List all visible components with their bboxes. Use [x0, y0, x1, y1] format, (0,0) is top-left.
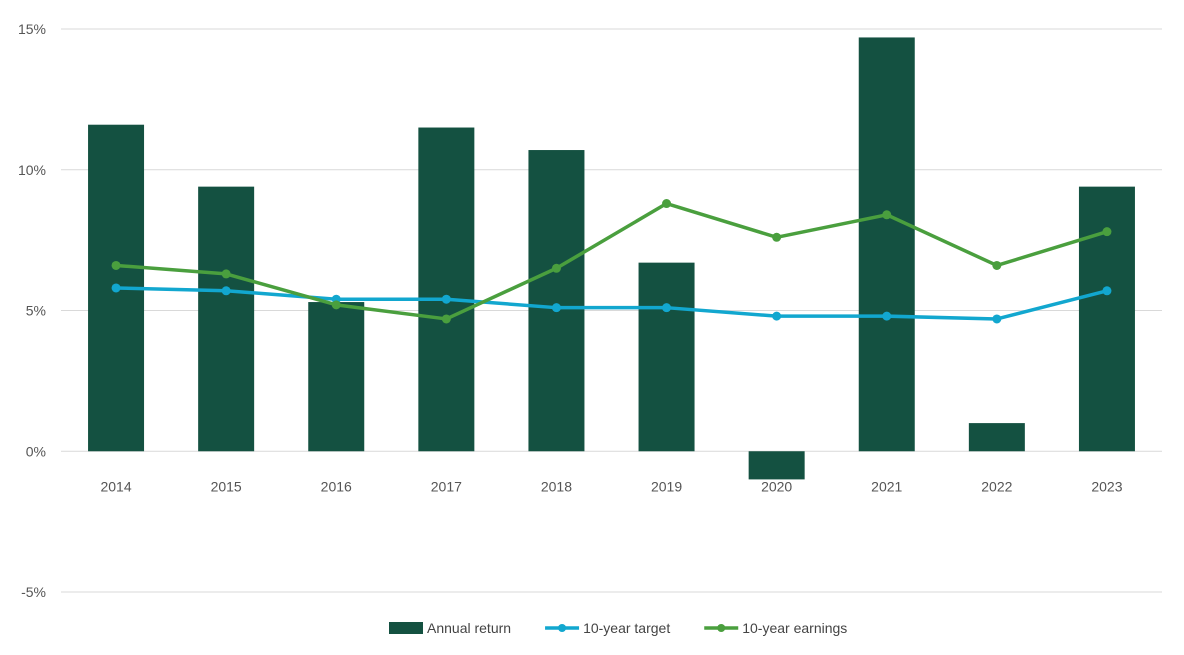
point-10-year-earnings [551, 263, 561, 273]
point-10-year-target [221, 286, 231, 296]
legend-marker [717, 624, 726, 632]
x-tick-label: 2020 [761, 478, 792, 494]
point-10-year-target [441, 294, 451, 304]
x-tick-label: 2018 [541, 478, 572, 494]
point-10-year-target [662, 303, 672, 313]
x-tick-label: 2023 [1091, 478, 1122, 494]
y-tick-label: 10% [18, 162, 46, 178]
legend-swatch [389, 622, 423, 634]
legend-marker [558, 624, 567, 632]
point-10-year-earnings [221, 269, 231, 279]
bar-annual-return [418, 127, 475, 452]
point-10-year-earnings [772, 232, 782, 242]
bar-annual-return [858, 37, 915, 452]
x-tick-label: 2015 [211, 478, 242, 494]
point-10-year-target [551, 303, 561, 313]
point-10-year-target [1102, 286, 1112, 296]
legend-item-10-year-earnings: 10-year earnings [704, 620, 847, 636]
line-10-year-earnings [115, 201, 1108, 321]
point-10-year-target [992, 314, 1002, 324]
legend-item-annual-return: Annual return [389, 620, 511, 636]
bar-annual-return [308, 302, 365, 452]
point-10-year-earnings [662, 199, 672, 209]
point-layer [111, 199, 1112, 324]
x-tick-label: 2019 [651, 478, 682, 494]
bar-annual-return [638, 262, 695, 452]
point-10-year-target [772, 311, 782, 321]
legend-item-10-year-target: 10-year target [545, 620, 670, 636]
point-10-year-target [882, 311, 892, 321]
bar-layer [88, 37, 1135, 480]
point-10-year-earnings [882, 210, 892, 220]
legend-label: 10-year earnings [742, 620, 847, 636]
bar-annual-return [198, 186, 255, 452]
legend-label: Annual return [427, 620, 511, 636]
point-10-year-earnings [331, 300, 341, 310]
x-tick-label: 2022 [981, 478, 1012, 494]
x-tick-label: 2017 [431, 478, 462, 494]
line-layer [115, 201, 1108, 321]
x-tick-label: 2014 [100, 478, 131, 494]
legend: Annual return 10-year target 10-year earni… [389, 620, 847, 636]
point-10-year-earnings [441, 314, 451, 324]
y-tick-label: 15% [18, 21, 46, 37]
point-10-year-earnings [992, 260, 1002, 270]
y-tick-label: -5% [21, 584, 46, 600]
bar-annual-return [1078, 186, 1135, 452]
y-axis-labels: 15% 10% 5% 0% -5% [18, 21, 46, 600]
x-tick-label: 2021 [871, 478, 902, 494]
y-tick-label: 0% [26, 443, 46, 459]
bar-annual-return [748, 451, 805, 480]
x-tick-label: 2016 [321, 478, 352, 494]
point-10-year-earnings [1102, 227, 1112, 237]
line-10-year-target [116, 286, 1108, 321]
legend-label: 10-year target [583, 620, 670, 636]
point-10-year-target [111, 283, 121, 293]
y-tick-label: 5% [26, 303, 46, 319]
bar-annual-return [968, 423, 1025, 452]
point-10-year-earnings [111, 260, 121, 270]
x-axis-labels: 2014 2015 2016 2017 2018 2019 2020 2021 2022 2023 [100, 478, 1122, 494]
bar-annual-return [528, 150, 585, 452]
